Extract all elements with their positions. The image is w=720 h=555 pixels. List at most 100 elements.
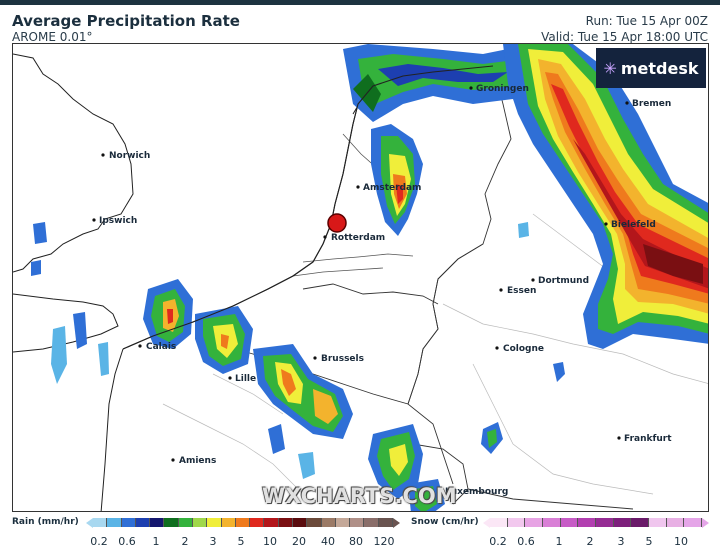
legend-swatch [307,518,322,527]
england-coastline [13,53,134,273]
city-norwich: Norwich [101,151,150,161]
legend-swatch [135,518,151,527]
legend-swatch [235,518,251,527]
precipitation-map: Groningen Bremen Norwich Amsterdam Ipswi… [13,44,708,511]
city-calais: Calais [138,342,176,352]
lux-border [412,443,469,505]
svg-text:Lille: Lille [235,374,256,384]
legend-swatch [684,518,703,527]
precip-scattered-cells [31,222,565,479]
legend-swatch [378,518,393,527]
precip-eastern-band [503,44,708,349]
legend-tick: 0.2 [90,535,108,548]
legend-swatch [207,518,222,527]
legend-swatch [649,518,667,527]
france-germany-border [467,488,634,510]
watermark: WXCHARTS.COM [262,484,457,508]
precip-calais-cells [143,279,253,374]
legend-swatch [250,518,265,527]
legend-tick: 120 [373,535,395,548]
legend-swatch [221,518,236,527]
nl-belgium-border [302,283,439,305]
city-bielefeld: Bielefeld [604,220,656,230]
svg-text:Ipswich: Ipswich [99,216,137,226]
valid-time: Valid: Tue 15 Apr 18:00 UTC [541,30,708,44]
legend-tick: 1 [152,535,160,548]
rain-legend-arrow-right [393,518,400,528]
city-luxembourg: Luxembourg [439,487,508,497]
snow-legend-arrow-right [702,518,709,528]
svg-text:Bielefeld: Bielefeld [611,220,656,230]
legend-swatch [364,518,379,527]
legend-tick: 40 [321,535,335,548]
svg-text:Rotterdam: Rotterdam [331,233,385,243]
legend-tick: 0.2 [489,535,507,548]
svg-text:Norwich: Norwich [109,151,150,161]
city-rotterdam: Rotterdam [323,233,385,243]
legend-swatch [178,518,193,527]
top-accent-bar [0,0,720,5]
precip-lille-cells [253,344,353,439]
city-essen: Essen [499,286,536,296]
rain-legend-label: Rain (mm/hr) [12,517,79,527]
legend-swatch [321,518,336,527]
city-lille: Lille [228,374,256,384]
logo-text: metdesk [620,58,699,78]
city-frankfurt: Frankfurt [617,434,672,444]
legend-tick: 0.6 [517,535,535,548]
snow-color-scale [490,518,703,527]
legend-swatch [666,518,685,527]
legend-tick: 80 [349,535,363,548]
precip-luxembourg-cells [368,424,445,511]
legend-tick: 5 [237,535,245,548]
legend-swatch [121,518,136,527]
legend-tick: 5 [645,535,653,548]
legend-swatch [192,518,208,527]
legend-tick: 20 [292,535,306,548]
france-west-coast [100,348,124,511]
svg-text:Amiens: Amiens [179,456,216,466]
rain-color-scale [93,518,393,527]
snow-legend-label: Snow (cm/hr) [411,517,479,527]
svg-text:Bremen: Bremen [632,99,671,109]
legend-swatch [543,518,561,527]
svg-text:Brussels: Brussels [321,354,364,364]
city-brussels: Brussels [313,354,364,364]
city-bremen: Bremen [625,99,671,109]
svg-text:Calais: Calais [146,342,176,352]
metdesk-logo: ✳ metdesk [596,48,706,88]
legend-tick: 3 [617,535,625,548]
city-dortmund: Dortmund [531,276,589,286]
svg-text:Groningen: Groningen [476,84,529,94]
legend-swatch [292,518,308,527]
legend-swatch [150,518,165,527]
svg-text:Cologne: Cologne [503,344,544,354]
legend-swatch [560,518,579,527]
chart-title: Average Precipitation Rate [12,12,240,30]
svg-text:Essen: Essen [507,286,536,296]
legend-swatch [525,518,544,527]
city-amsterdam: Amsterdam [356,183,421,193]
legend-tick: 0.6 [118,535,136,548]
city-cologne: Cologne [495,344,544,354]
svg-text:Frankfurt: Frankfurt [624,434,672,444]
legend-swatch [164,518,179,527]
legend-swatch [490,518,508,527]
legend-tick: 2 [181,535,189,548]
location-marker [327,213,347,233]
legend-swatch [93,518,108,527]
model-label: AROME 0.01° [12,30,93,44]
map-panel[interactable]: Groningen Bremen Norwich Amsterdam Ipswi… [12,43,709,512]
legend-tick: 10 [263,535,277,548]
precip-amsterdam [371,124,423,236]
legend-swatch [596,518,614,527]
city-groningen: Groningen [469,84,529,94]
snow-legend-arrow-left [483,518,490,528]
svg-text:Luxembourg: Luxembourg [445,487,508,497]
legend-tick: 10 [674,535,688,548]
legend-swatch [578,518,597,527]
svg-text:Amsterdam: Amsterdam [363,183,421,193]
rain-legend-arrow-left [86,518,93,528]
legend-swatch [335,518,351,527]
legend-swatch [507,518,526,527]
